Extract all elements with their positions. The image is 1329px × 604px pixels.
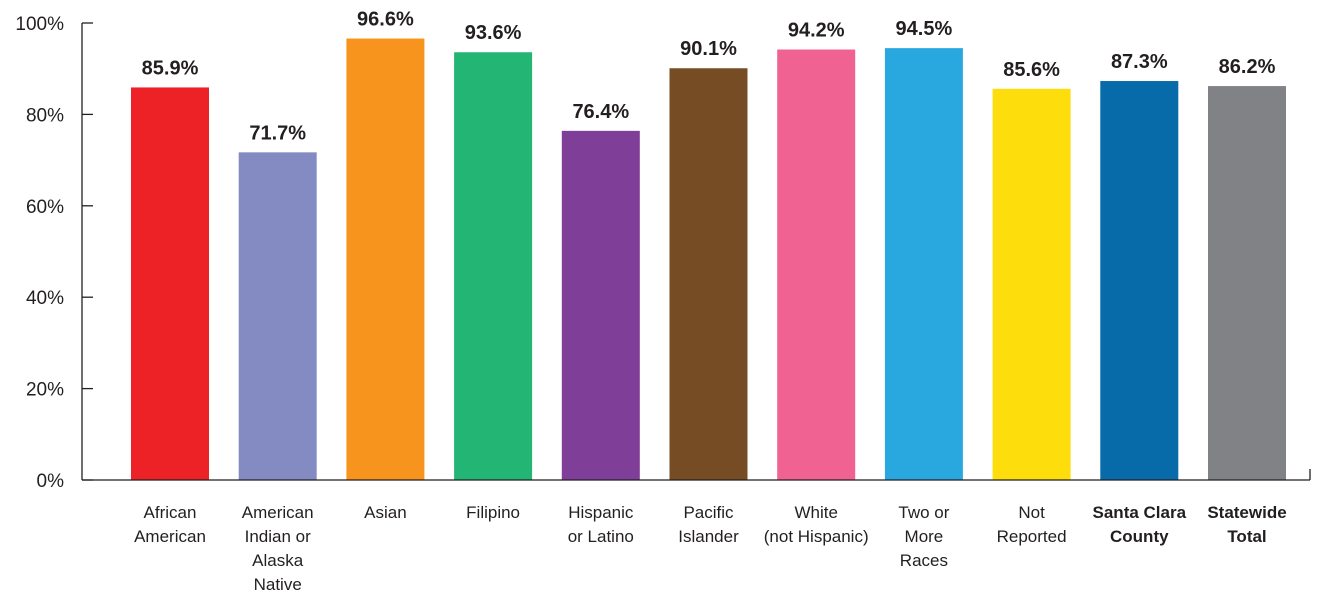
bar (1100, 81, 1179, 480)
x-category-label-line: More (905, 527, 944, 546)
bar-value-label: 87.3% (1111, 51, 1168, 73)
y-tick-label: 0% (37, 471, 65, 492)
x-category-label: Filipino (466, 503, 520, 522)
bar-value-label: 94.5% (896, 18, 953, 40)
x-category-label-line: County (1110, 527, 1169, 546)
bar-value-label: 94.2% (788, 20, 845, 42)
y-tick-label: 80% (26, 105, 64, 126)
x-category-label: American Indian or Alaska Native (242, 503, 314, 594)
x-category-label: African American (134, 503, 206, 546)
y-tick-label: 40% (26, 288, 64, 309)
x-category-label-line: Santa Clara (1093, 503, 1187, 522)
bar (454, 52, 533, 481)
x-category-label-line: Pacific (683, 503, 734, 522)
x-category-label-line: Total (1227, 527, 1266, 546)
x-category-label: Two or More Races (898, 503, 949, 570)
x-category-label-line: Races (900, 551, 948, 570)
x-category-label-line: American (242, 503, 314, 522)
x-category-label-line: Not (1018, 503, 1045, 522)
bar (131, 87, 209, 480)
bar-value-label: 90.1% (680, 38, 737, 60)
x-category-label-line: American (134, 527, 206, 546)
x-category-label-line: Statewide (1207, 503, 1286, 522)
x-category-label-line: Reported (997, 527, 1067, 546)
x-category-label-line: (not Hispanic) (764, 527, 869, 546)
y-axis: 0% 20% 40% 60% 80% 100% (15, 14, 93, 492)
bar (669, 68, 748, 481)
bar (884, 48, 963, 480)
x-category-label: Statewide Total (1207, 503, 1286, 546)
x-category-label-line: or Latino (568, 527, 634, 546)
bar-value-label: 76.4% (572, 101, 629, 123)
bar-value-label: 71.7% (249, 122, 306, 144)
x-category-label-line: Islander (678, 527, 739, 546)
x-category-label-line: Two or (898, 503, 949, 522)
bars (131, 38, 1286, 481)
x-category-label: Hispanic or Latino (568, 503, 634, 546)
bar (346, 38, 425, 481)
y-tick-label: 100% (15, 14, 64, 35)
bar-value-label: 93.6% (465, 22, 522, 44)
x-category-label-line: Hispanic (568, 503, 634, 522)
x-category-label-line: Alaska (252, 551, 304, 570)
y-tick-label: 60% (26, 197, 64, 218)
x-category-label: White (not Hispanic) (764, 503, 869, 546)
bar (777, 49, 856, 480)
data-labels: 85.9% 71.7% 96.6% 93.6% 76.4% 90.1% 94.2% 94.5%… (142, 9, 1276, 145)
y-tick-label: 20% (26, 380, 64, 401)
bar-value-label: 85.6% (1003, 59, 1060, 81)
bar-value-label: 96.6% (357, 9, 414, 31)
x-category-label: Asian (364, 503, 407, 522)
x-category-label-line: Filipino (466, 503, 520, 522)
bar (238, 152, 317, 480)
x-axis: African American American Indian or Alaska Na… (82, 469, 1311, 594)
bar (561, 130, 640, 481)
bar (1208, 86, 1286, 480)
x-category-label: Pacific Islander (678, 503, 739, 546)
x-category-label-line: Native (254, 575, 302, 594)
bar-value-label: 85.9% (142, 57, 199, 79)
x-category-label: Santa Clara County (1093, 503, 1187, 546)
x-category-label-line: White (794, 503, 837, 522)
bar-value-label: 86.2% (1219, 56, 1276, 78)
bar (992, 88, 1071, 481)
x-category-label-line: African (144, 503, 197, 522)
x-category-label-line: Asian (364, 503, 407, 522)
x-category-label: Not Reported (997, 503, 1067, 546)
x-category-label-line: Indian or (245, 527, 311, 546)
